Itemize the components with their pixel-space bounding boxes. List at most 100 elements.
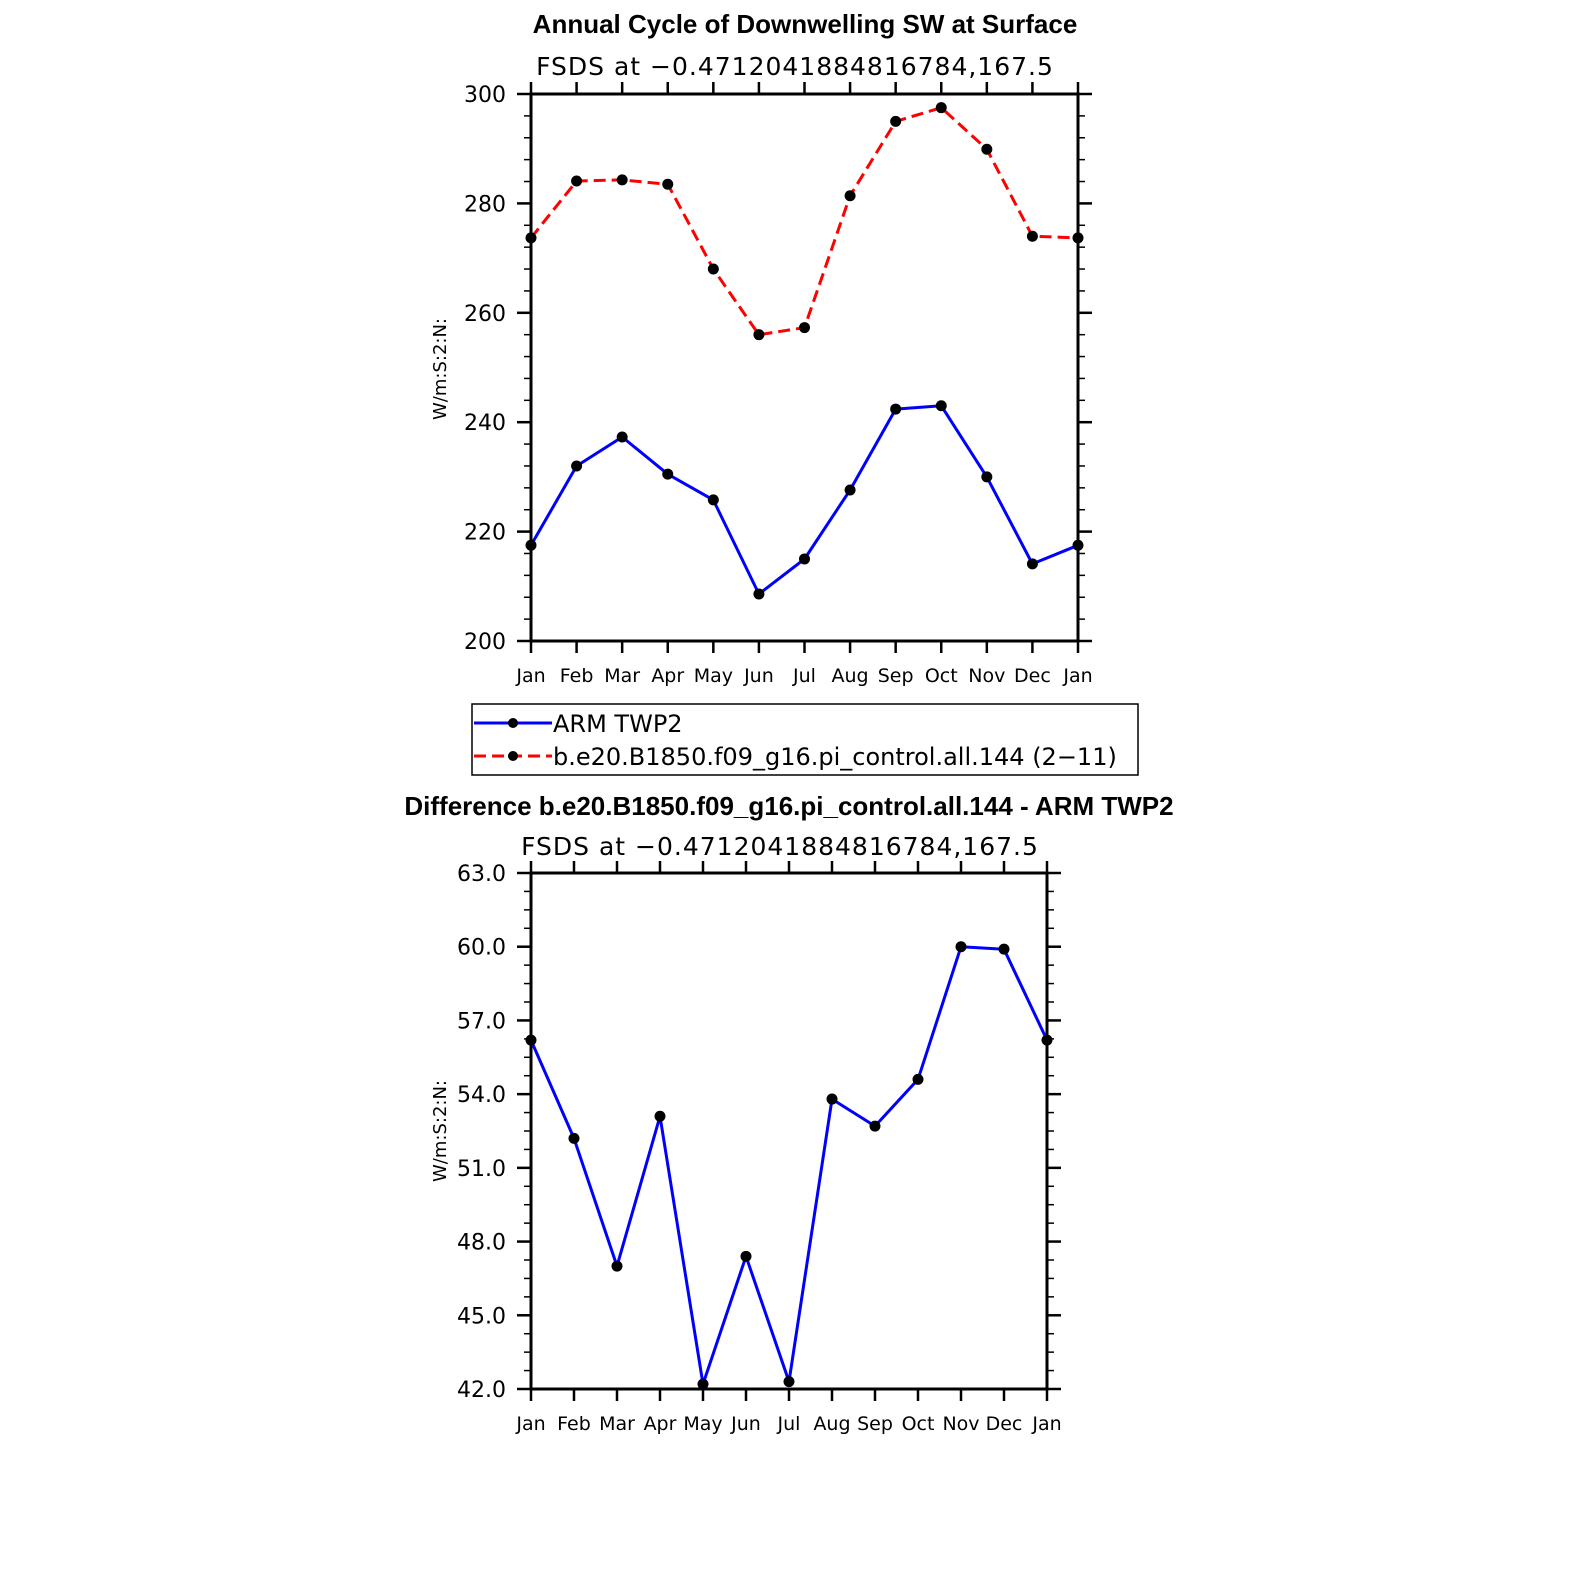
y-axis-label: W/m:S:2:N: [430, 1080, 451, 1182]
x-tick-label: Nov [942, 1413, 979, 1435]
y-tick-label: 42.0 [457, 1378, 506, 1403]
y-axis-label: W/m:S:2:N: [430, 318, 451, 420]
x-tick-label: Dec [1014, 665, 1051, 687]
series-point [935, 400, 947, 412]
x-tick-label: Apr [644, 1413, 677, 1435]
series-point [981, 471, 993, 483]
y-tick-label: 48.0 [457, 1231, 506, 1256]
series-group [525, 102, 1084, 600]
x-tick-label: Jul [777, 1413, 801, 1435]
series-point [998, 943, 1010, 955]
series-point [616, 174, 628, 186]
series-point [571, 460, 583, 472]
series-point [571, 175, 583, 187]
series-point [654, 1110, 666, 1122]
y-tick-label: 260 [464, 302, 506, 327]
y-tick-label: 240 [464, 411, 506, 436]
difference-chart: Difference b.e20.B1850.f09_g16.pi_contro… [404, 791, 1173, 1435]
series-point [890, 115, 902, 127]
series-point [844, 484, 856, 496]
y-tick-label: 300 [464, 83, 506, 108]
series-point [890, 403, 902, 415]
x-tick-label: Oct [902, 1413, 935, 1435]
series-point [525, 1034, 537, 1046]
x-tick-label: Jun [743, 665, 774, 687]
legend-marker-arm [508, 718, 518, 728]
x-tick-label: Aug [832, 665, 869, 687]
x-tick-label: Feb [557, 1413, 591, 1435]
y-tick-label: 54.0 [457, 1083, 506, 1108]
series-group [525, 941, 1053, 1390]
series-point [869, 1120, 881, 1132]
y-tick-label: 63.0 [457, 862, 506, 887]
x-tick-label: Nov [968, 665, 1005, 687]
series-point [525, 232, 537, 244]
series-point [1026, 558, 1038, 570]
series-point [611, 1260, 623, 1272]
series-point [799, 553, 810, 565]
axes: 42.0 45.0 48.0 51.0 54.0 57.0 60.0 63.0 Jan Feb Ma… [457, 861, 1062, 1435]
annual-cycle-chart: Annual Cycle of Downwelling SW at Surfac… [430, 9, 1093, 687]
chart-title: Difference b.e20.B1850.f09_g16.pi_contro… [404, 791, 1173, 821]
x-tick-label: Dec [986, 1413, 1023, 1435]
y-tick-label: 280 [464, 192, 506, 217]
series-point [697, 1378, 709, 1390]
series-point [844, 190, 856, 202]
y-tick-label: 57.0 [457, 1009, 506, 1034]
series-point [616, 431, 628, 443]
series-point [981, 143, 993, 155]
series-line [529, 945, 1049, 1386]
x-tick-label: May [683, 1413, 722, 1435]
series-point [955, 941, 967, 953]
x-tick-label: Jan [1031, 1413, 1061, 1435]
series-point [753, 329, 765, 341]
x-tick-label: Aug [813, 1413, 850, 1435]
series-point [1041, 1034, 1053, 1046]
y-tick-label: 60.0 [457, 936, 506, 961]
x-tick-label: Sep [857, 1413, 893, 1435]
series-point [1026, 230, 1038, 242]
chart-subtitle: FSDS at −0.4712041884816784,167.5 [536, 52, 1054, 81]
series-point [707, 263, 719, 275]
x-tick-label: Mar [599, 1413, 635, 1435]
x-tick-label: Jan [515, 665, 545, 687]
x-tick-label: Oct [925, 665, 958, 687]
series-point [783, 1376, 795, 1388]
x-tick-label: Mar [604, 665, 640, 687]
series-point [662, 178, 674, 190]
y-tick-label: 220 [464, 521, 506, 546]
series-point [740, 1250, 752, 1262]
x-tick-label: Apr [651, 665, 684, 687]
series-point [935, 102, 947, 114]
legend: ARM TWP2 b.e20.B1850.f09_g16.pi_control.… [471, 703, 1139, 776]
x-tick-label: Jan [1062, 665, 1092, 687]
series-point [525, 539, 537, 551]
legend-label-arm: ARM TWP2 [553, 710, 683, 738]
series-line [529, 106, 1079, 337]
x-tick-label: Jul [792, 665, 816, 687]
series-point [1072, 539, 1084, 551]
y-tick-label: 51.0 [457, 1157, 506, 1182]
y-tick-label: 45.0 [457, 1304, 506, 1329]
legend-marker-model [508, 751, 518, 761]
axes: 200 220 240 260 280 300 Jan Feb Mar Apr May Jun Jul A… [464, 82, 1093, 687]
series-point [568, 1132, 580, 1144]
y-tick-label: 200 [464, 630, 506, 655]
chart-title: Annual Cycle of Downwelling SW at Surfac… [533, 9, 1078, 39]
series-point [707, 494, 719, 506]
series-point [753, 588, 765, 600]
series-line [529, 404, 1079, 596]
series-point [826, 1093, 838, 1105]
plot-frame [529, 871, 1049, 1391]
series-point [799, 322, 810, 334]
series-point [662, 468, 674, 480]
series-point [1072, 232, 1084, 244]
x-tick-label: Sep [878, 665, 914, 687]
series-point [912, 1073, 924, 1085]
legend-box [471, 703, 1139, 776]
x-tick-label: Feb [560, 665, 594, 687]
x-tick-label: May [694, 665, 733, 687]
x-tick-label: Jun [730, 1413, 761, 1435]
legend-label-model: b.e20.B1850.f09_g16.pi_control.all.144 (… [553, 743, 1117, 771]
